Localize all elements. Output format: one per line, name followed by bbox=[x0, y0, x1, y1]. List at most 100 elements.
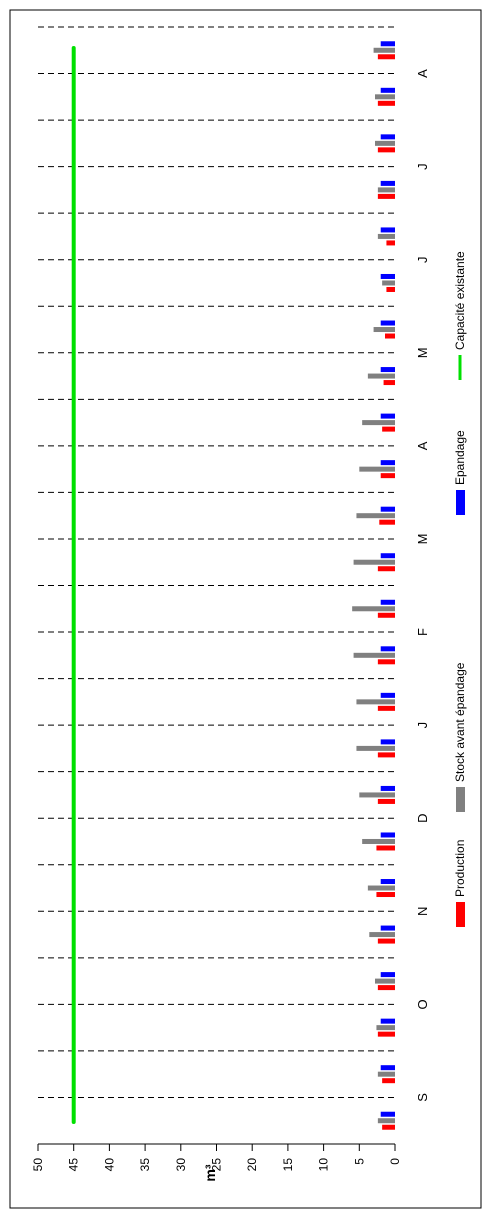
legend-label: Capacité existante bbox=[453, 251, 467, 350]
bar-epandage bbox=[380, 879, 395, 885]
bar-production bbox=[377, 1031, 395, 1037]
bar-production bbox=[377, 798, 395, 804]
legend-label: Production bbox=[453, 840, 467, 897]
bar-stock-avant-pandage bbox=[377, 1071, 395, 1077]
y-tick-label: 35 bbox=[138, 1158, 152, 1172]
month-label: J bbox=[415, 256, 430, 263]
bar-production bbox=[382, 1124, 395, 1130]
bar-stock-avant-pandage bbox=[362, 838, 395, 844]
bar-epandage bbox=[380, 367, 395, 373]
bar-epandage bbox=[380, 972, 395, 978]
bar-production bbox=[383, 380, 395, 386]
bar-production bbox=[386, 240, 395, 246]
y-tick-label: 15 bbox=[281, 1158, 295, 1172]
month-label: A bbox=[415, 69, 430, 78]
bar-production bbox=[376, 845, 395, 851]
month-label: D bbox=[415, 814, 430, 823]
bar-stock-avant-pandage bbox=[352, 606, 395, 612]
month-labels: S O N D J F M A M J J A bbox=[415, 69, 430, 1102]
bar-stock-avant-pandage bbox=[362, 420, 395, 426]
bar-epandage bbox=[380, 646, 395, 652]
bar-epandage bbox=[380, 692, 395, 698]
bar-production bbox=[377, 566, 395, 572]
bar-epandage bbox=[380, 320, 395, 326]
bar-epandage bbox=[380, 1111, 395, 1117]
bar-epandage bbox=[380, 273, 395, 279]
bar-epandage bbox=[380, 227, 395, 233]
bar-epandage bbox=[380, 599, 395, 605]
chart-frame bbox=[9, 9, 482, 1209]
bar-stock-avant-pandage bbox=[353, 652, 395, 658]
bar-production bbox=[379, 519, 395, 525]
y-tick-label: 45 bbox=[67, 1158, 81, 1172]
bar-production bbox=[377, 147, 395, 153]
bar-stock-avant-pandage bbox=[367, 885, 395, 891]
legend-swatch bbox=[456, 787, 465, 812]
bar-production bbox=[377, 705, 395, 711]
bar-stock-avant-pandage bbox=[377, 233, 395, 239]
bar-production bbox=[377, 752, 395, 758]
bar-epandage bbox=[380, 553, 395, 559]
bar-production bbox=[377, 193, 395, 199]
month-label: J bbox=[415, 722, 430, 729]
month-label: J bbox=[415, 163, 430, 170]
month-label: M bbox=[415, 347, 430, 358]
bar-stock-avant-pandage bbox=[375, 140, 395, 146]
month-label: M bbox=[415, 534, 430, 545]
bar-epandage bbox=[380, 506, 395, 512]
bar-stock-avant-pandage bbox=[356, 513, 395, 519]
bar-production bbox=[380, 473, 395, 479]
month-label: F bbox=[415, 628, 430, 636]
month-label: A bbox=[415, 441, 430, 450]
bar-stock-avant-pandage bbox=[373, 327, 395, 333]
bar-stock-avant-pandage bbox=[377, 1118, 395, 1124]
bar-production bbox=[377, 100, 395, 106]
bar-epandage bbox=[380, 832, 395, 838]
y-tick-label: 5 bbox=[352, 1158, 366, 1165]
y-tick-label: 10 bbox=[317, 1158, 331, 1172]
y-tick-label: 25 bbox=[210, 1158, 224, 1172]
bar-epandage bbox=[380, 925, 395, 931]
bar-stock-avant-pandage bbox=[356, 745, 395, 751]
bar-epandage bbox=[380, 739, 395, 745]
y-tick-label: 20 bbox=[245, 1158, 259, 1172]
bar-stock-avant-pandage bbox=[369, 932, 395, 938]
month-label: N bbox=[415, 907, 430, 916]
bar-stock-avant-pandage bbox=[373, 47, 395, 53]
bar-production bbox=[382, 426, 395, 432]
legend-swatch bbox=[456, 902, 465, 927]
bar-production bbox=[377, 54, 395, 60]
bar-stock-avant-pandage bbox=[376, 1025, 395, 1031]
bar-stock-avant-pandage bbox=[359, 466, 395, 472]
bar-stock-avant-pandage bbox=[359, 792, 395, 798]
bar-stock-avant-pandage bbox=[375, 94, 395, 100]
bar-epandage bbox=[380, 1018, 395, 1024]
bar-stock-avant-pandage bbox=[353, 559, 395, 565]
bar-epandage bbox=[380, 1065, 395, 1071]
bar-production bbox=[386, 286, 395, 292]
bar-production bbox=[377, 985, 395, 991]
month-label: S bbox=[415, 1093, 430, 1102]
bar-stock-avant-pandage bbox=[382, 280, 395, 286]
legend-swatch bbox=[456, 490, 465, 515]
legend: Production Stock avant épandage Epandage Ca… bbox=[453, 251, 467, 927]
bar-production bbox=[377, 938, 395, 944]
bar-production bbox=[377, 612, 395, 618]
bar-production bbox=[377, 659, 395, 665]
y-tick-labels: 0 5 10 15 20 25 30 35 40 45 50 bbox=[31, 1144, 402, 1171]
bar-epandage bbox=[380, 460, 395, 466]
bar-epandage bbox=[380, 180, 395, 186]
bar-production bbox=[376, 892, 395, 898]
bar-stock-avant-pandage bbox=[377, 187, 395, 193]
bar-epandage bbox=[380, 41, 395, 47]
y-tick-label: 30 bbox=[174, 1158, 188, 1172]
bar-stock-avant-pandage bbox=[367, 373, 395, 379]
bar-stock-avant-pandage bbox=[356, 699, 395, 705]
legend-label: Stock avant épandage bbox=[453, 662, 467, 782]
y-tick-label: 50 bbox=[31, 1158, 45, 1172]
bar-epandage bbox=[380, 413, 395, 419]
legend-label: Epandage bbox=[453, 430, 467, 485]
bar-epandage bbox=[380, 785, 395, 791]
period-separators bbox=[38, 26, 395, 1098]
